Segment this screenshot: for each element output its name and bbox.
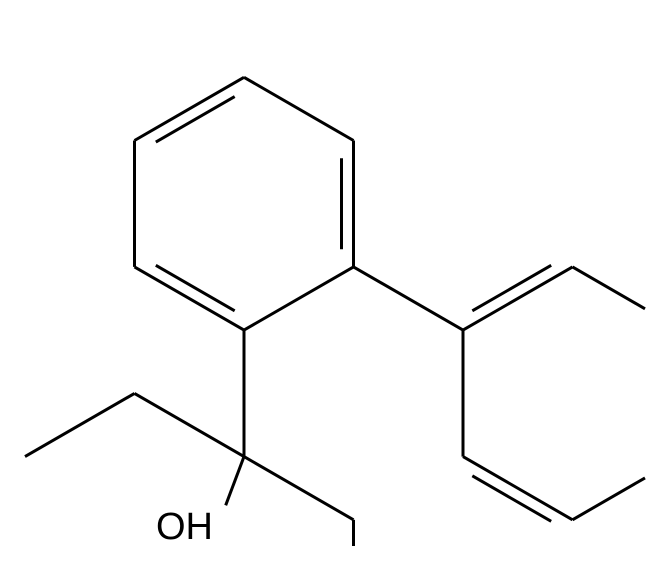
atom-label: OH <box>156 506 213 548</box>
